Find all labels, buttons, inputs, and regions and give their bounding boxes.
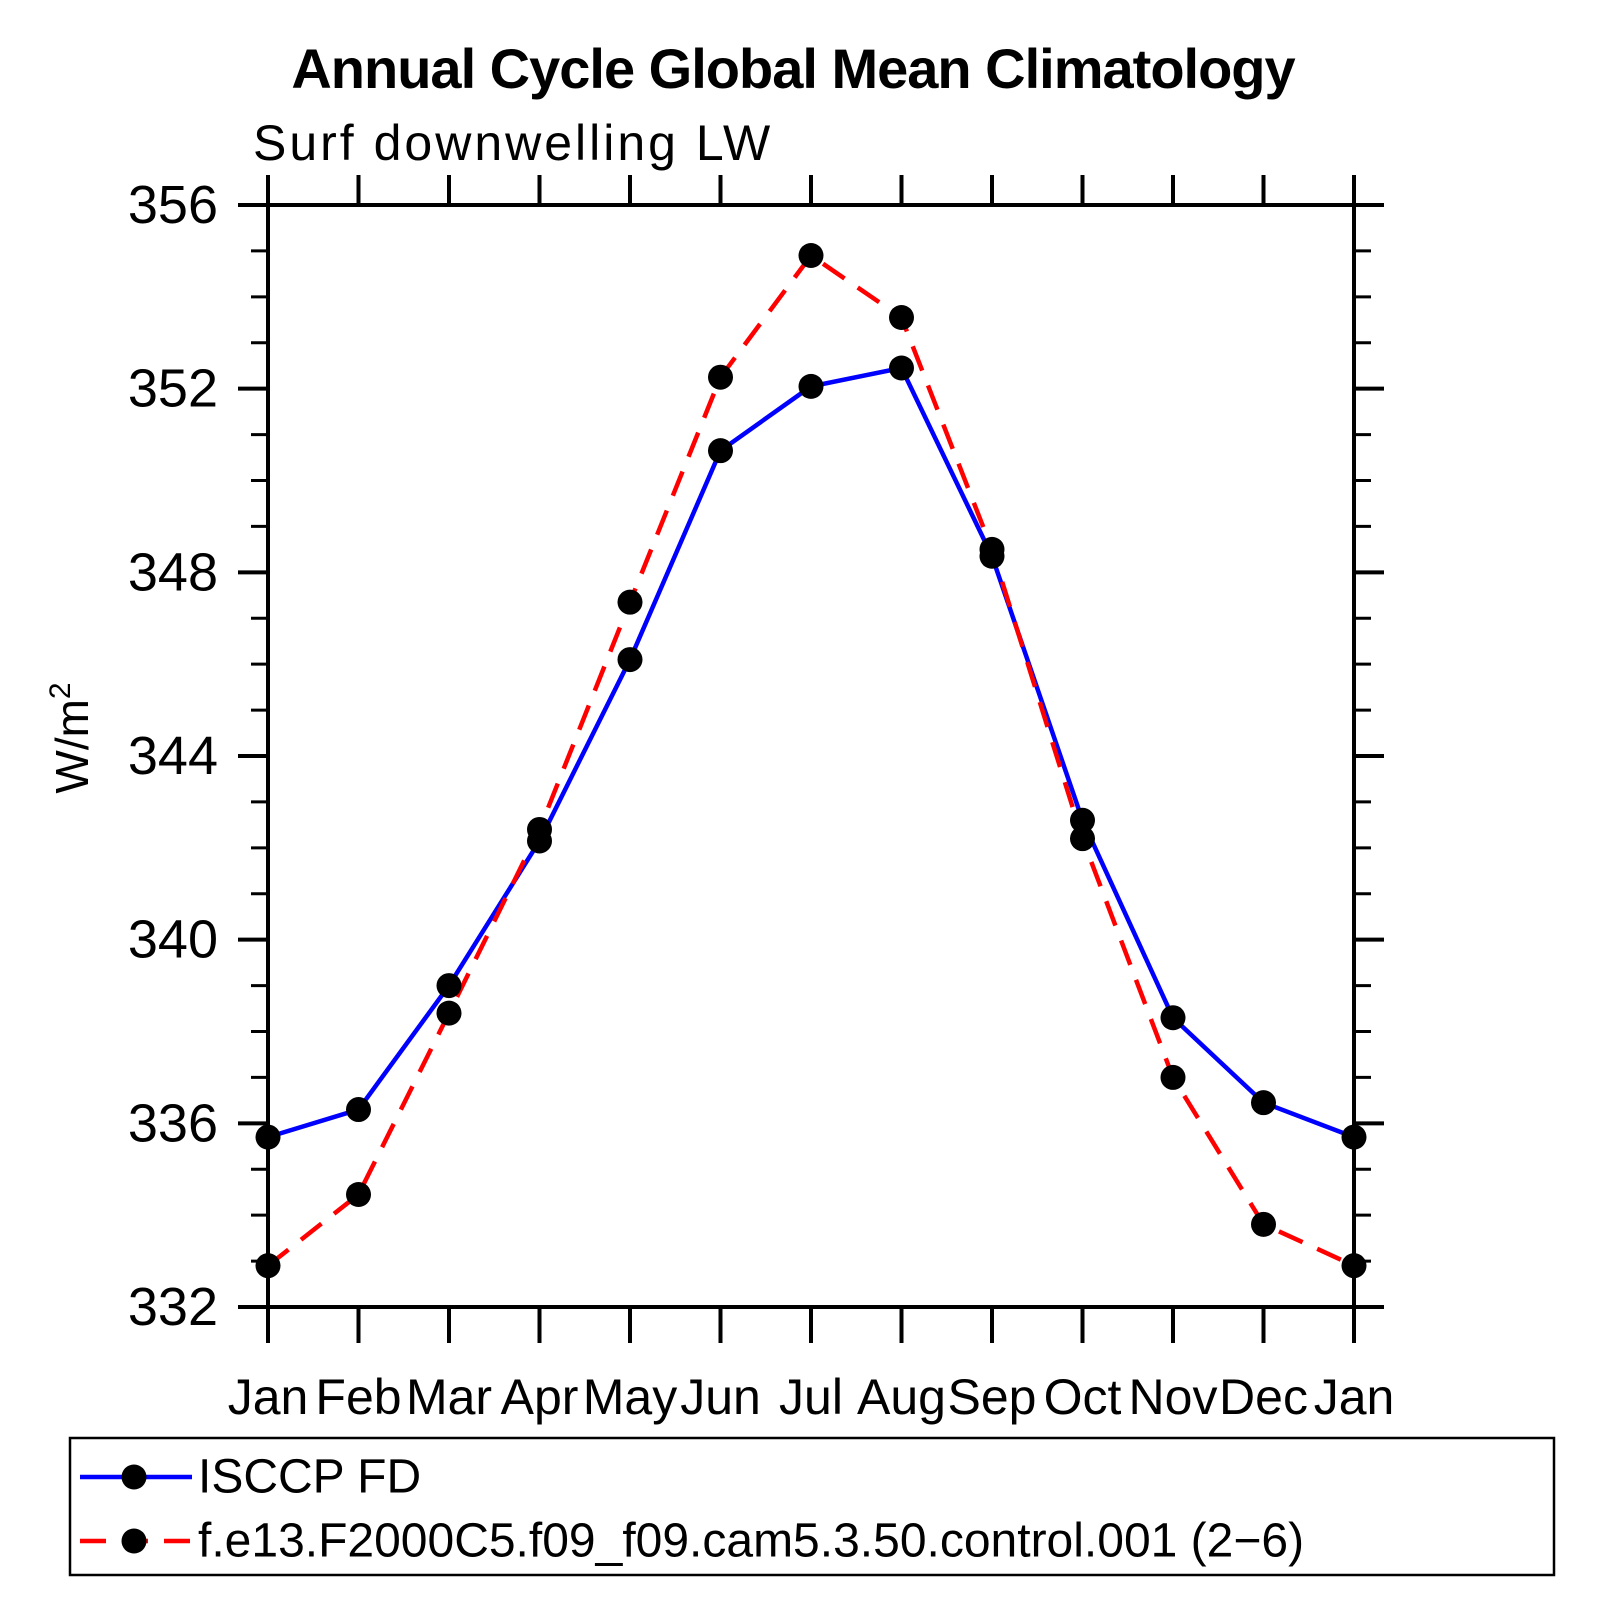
x-tick-label-Dec-11: Dec [1219,1369,1308,1425]
legend-marker-isccp-dot [121,1464,147,1490]
x-tick-label-Mar-2: Mar [406,1369,492,1425]
series-lines [266,253,1355,1268]
x-tick-label-Jun-5: Jun [680,1369,761,1425]
legend-box: ISCCP FD f.e13.F2000C5.f09_f09.cam5.3.50… [68,1436,1556,1577]
y-tick-label-344: 344 [128,726,218,786]
plot-frame-rect [266,203,1356,1309]
x-tick-label-Apr-3: Apr [501,1369,579,1425]
marker-model-Jun-5 [708,364,733,390]
marker-isccp-Oct-9 [1070,807,1095,833]
y-tick-labels: 332 336 340 344 348 352 356 [128,175,218,1337]
marker-model-Apr-3 [527,816,552,842]
chart-subtitle: Surf downwelling LW [253,115,773,171]
marker-model-Jan-12 [1341,1253,1367,1279]
marker-model-Dec-11 [1251,1211,1276,1237]
plot-frame [266,203,1356,1309]
x-tick-label-Nov-10: Nov [1129,1369,1218,1425]
y-tick-label-352: 352 [128,359,218,419]
marker-model-Jul-6 [798,243,824,269]
marker-isccp-Dec-11 [1251,1090,1276,1116]
marker-model-Mar-2 [436,1000,462,1026]
marker-isccp-Jul-6 [798,373,824,399]
y-tick-label-332: 332 [128,1277,218,1337]
x-tick-label-Feb-1: Feb [315,1369,401,1425]
marker-isccp-Aug-7 [889,355,914,381]
marker-isccp-May-4 [617,647,643,673]
marker-isccp-Jan-0 [255,1124,281,1150]
marker-model-Sep-8 [979,536,1005,562]
marker-model-May-4 [617,589,643,615]
x-tick-label-Oct-9: Oct [1044,1369,1122,1425]
marker-model-Aug-7 [889,304,914,330]
x-tick-label-Aug-7: Aug [857,1369,946,1425]
x-tick-label-Jan-12: Jan [1314,1369,1395,1425]
marker-model-Oct-9 [1070,826,1095,852]
legend-marker-model-dot [121,1528,147,1554]
y-tick-label-340: 340 [128,910,218,970]
legend-label-model: f.e13.F2000C5.f09_f09.cam5.3.50.control.… [198,1515,1304,1568]
legend-label-isccp: ISCCP FD [198,1451,421,1504]
x-tick-label-Jan-0: Jan [228,1369,309,1425]
y-axis-label: W/m2 [44,682,98,793]
x-tick-labels: Jan Feb Mar Apr May Jun Jul Aug Sep Oct Nov Dec Jan [228,1369,1395,1425]
marker-isccp-Jun-5 [708,438,733,464]
x-tick-label-May-4: May [583,1369,677,1425]
marker-isccp-Jan-12 [1341,1124,1367,1150]
marker-isccp-Nov-10 [1160,1005,1186,1031]
axis-ticks [238,175,1384,1343]
y-axis-label-superscript: 2 [44,682,77,699]
marker-isccp-Feb-1 [346,1097,371,1123]
series-line-1-model [266,253,1355,1268]
series-markers [255,243,1367,1279]
y-tick-label-348: 348 [128,542,218,602]
marker-model-Feb-1 [346,1182,371,1208]
legend-border [68,1436,1556,1577]
x-tick-label-Sep-8: Sep [948,1369,1037,1425]
marker-isccp-Mar-2 [436,973,462,999]
marker-model-Jan-0 [255,1253,281,1279]
y-axis-label-base: W/m [46,699,98,794]
series-line-0-isccp [267,365,1355,1140]
y-tick-label-336: 336 [128,1093,218,1153]
chart-title: Annual Cycle Global Mean Climatology [291,37,1295,100]
x-tick-label-Jul-6: Jul [779,1369,843,1425]
marker-model-Nov-10 [1160,1064,1186,1090]
y-tick-label-356: 356 [128,175,218,235]
